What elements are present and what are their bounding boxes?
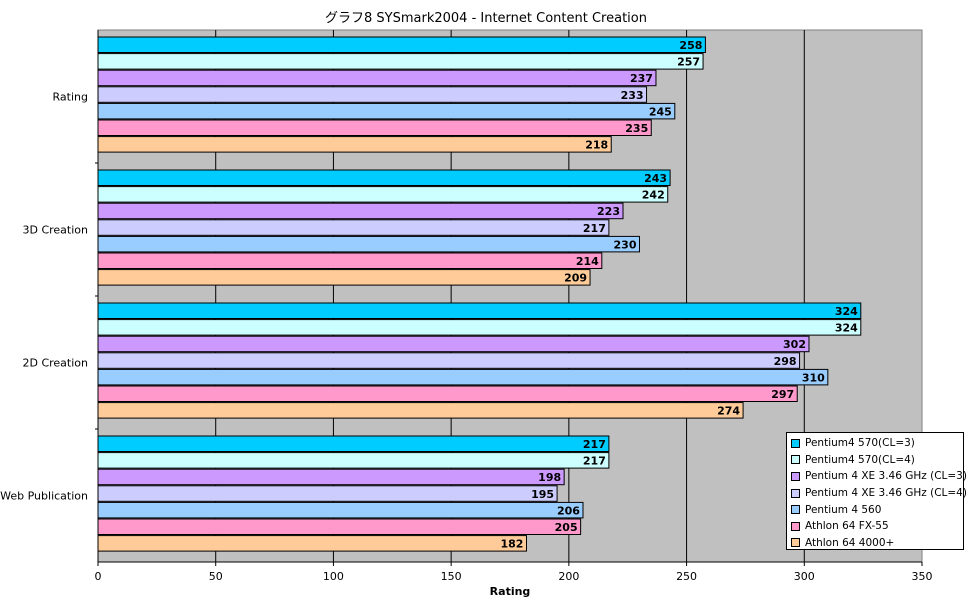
data-label: 233 [621,89,644,102]
bar [97,319,862,336]
data-label: 214 [576,255,599,268]
bar [97,69,657,87]
chart-title: グラフ8 SYSmark2004 - Internet Content Crea… [325,11,647,26]
x-tick-label: 250 [676,570,697,583]
bar [97,53,704,70]
legend-swatch [791,505,800,515]
data-label: 223 [597,205,620,218]
bar [97,169,671,186]
x-tick-label: 50 [209,570,223,583]
data-label: 274 [717,405,740,418]
legend-item: Pentium4 570(CL=3) [791,435,963,452]
legend-label: Pentium 4 560 [805,503,882,516]
legend-item: Athlon 64 4000+ [791,535,963,552]
category-label: 3D Creation [22,224,88,237]
data-label: 324 [835,305,858,318]
data-label: 302 [783,338,806,351]
bar [97,452,610,469]
data-label: 258 [679,39,702,52]
data-label: 205 [555,521,578,534]
legend-label: Pentium4 570(CL=3) [805,437,915,450]
data-label: 324 [835,322,858,335]
bar [97,501,584,519]
data-label: 195 [531,488,554,501]
data-label: 257 [677,56,700,69]
data-label: 198 [538,471,561,484]
legend-swatch [791,488,800,498]
category-label: Rating [53,91,88,104]
legend-swatch [791,438,800,448]
data-label: 298 [774,355,797,368]
bar [97,102,676,120]
legend-swatch [791,455,800,465]
bar [97,269,591,286]
bar [97,485,558,502]
data-label: 243 [644,172,667,185]
bar [97,335,810,353]
category-label: 2D Creation [22,357,88,370]
bar [97,402,744,419]
bar [97,385,798,402]
bar [97,202,624,220]
bar [97,252,603,269]
data-label: 182 [501,538,524,551]
legend-item: Athlon 64 FX-55 [791,518,963,535]
legend-swatch [791,471,800,481]
legend-label: Pentium 4 XE 3.46 GHz (CL=3) [805,470,967,483]
x-tick-label: 300 [794,570,815,583]
x-tick-label: 350 [912,570,933,583]
data-label: 217 [583,455,606,468]
bar [97,352,801,369]
bar [97,235,640,253]
data-label: 209 [564,272,587,285]
data-label: 218 [585,139,608,152]
legend-item: Pentium 4 560 [791,501,963,518]
legend-item: Pentium4 570(CL=4) [791,452,963,469]
legend-item: Pentium 4 XE 3.46 GHz (CL=3) [791,468,967,485]
bar [97,302,862,319]
bar [97,119,652,136]
legend-label: Pentium4 570(CL=4) [805,453,915,466]
bar [97,86,648,103]
x-axis-label: Rating [490,585,531,598]
data-label: 206 [557,504,580,517]
bar [97,136,612,153]
data-label: 235 [625,122,648,135]
data-label: 297 [771,388,794,401]
category-label: Web Publication [0,490,88,503]
x-tick-label: 0 [95,570,102,583]
x-tick-label: 150 [441,570,462,583]
bar [97,468,565,486]
bar [97,368,829,386]
bar [97,186,669,203]
data-label: 237 [630,72,653,85]
legend-swatch [791,521,800,531]
bar [97,219,610,236]
x-tick-label: 100 [323,570,344,583]
legend-swatch [791,538,800,548]
data-label: 217 [583,222,606,235]
x-tick-label: 200 [558,570,579,583]
data-label: 217 [583,438,606,451]
legend-item: Pentium 4 XE 3.46 GHz (CL=4) [791,485,967,502]
legend-label: Athlon 64 FX-55 [805,520,889,533]
data-label: 245 [649,105,672,118]
bar [97,435,610,452]
data-label: 310 [802,371,825,384]
bar [97,535,527,552]
bar [97,518,582,535]
data-label: 230 [614,238,637,251]
bar [97,36,706,53]
legend: Pentium4 570(CL=3) Pentium4 570(CL=4) Pent… [786,432,967,552]
data-label: 242 [642,189,665,202]
legend-label: Athlon 64 4000+ [805,536,895,549]
legend-label: Pentium 4 XE 3.46 GHz (CL=4) [805,487,967,500]
